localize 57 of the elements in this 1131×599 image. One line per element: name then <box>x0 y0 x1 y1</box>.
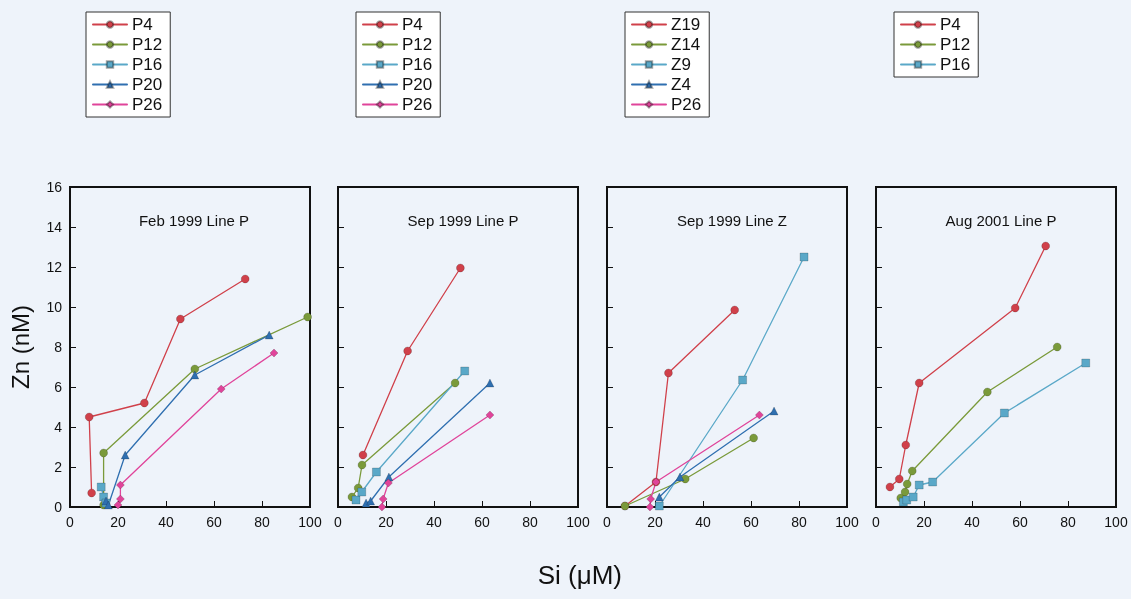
legend-label: P26 <box>671 95 702 114</box>
x-tick-label: 40 <box>158 514 174 530</box>
x-tick-label: 20 <box>110 514 126 530</box>
x-tick-label: 100 <box>835 514 859 530</box>
legend-label: P4 <box>402 15 423 34</box>
x-tick-label: 60 <box>474 514 490 530</box>
x-tick-label: 80 <box>791 514 807 530</box>
x-tick-label: 100 <box>298 514 322 530</box>
legend-label: P26 <box>132 95 163 114</box>
x-tick-label: 40 <box>695 514 711 530</box>
text: Feb 1999 Line P <box>138 212 250 229</box>
legend-label: Z19 <box>671 15 701 34</box>
y-tick-label: 10 <box>46 299 63 315</box>
x-tick-label: 40 <box>426 514 442 530</box>
text: Sep 1999 Line Z <box>676 212 788 229</box>
legend-label: P12 <box>132 35 163 54</box>
x-tick-label: 0 <box>603 514 612 530</box>
x-tick-label: 20 <box>378 514 394 530</box>
y-tick-label: 12 <box>46 259 63 275</box>
y-tick-label: 14 <box>46 219 63 235</box>
x-axis-title: Si (μM) <box>536 560 622 591</box>
legend-label: P16 <box>940 55 971 74</box>
legend-label: P4 <box>940 15 961 34</box>
legend-label: Z4 <box>671 75 691 94</box>
x-tick-label: 20 <box>916 514 932 530</box>
x-tick-label: 40 <box>964 514 980 530</box>
x-tick-label: 60 <box>743 514 759 530</box>
legend-label: P12 <box>940 35 971 54</box>
text: Sep 1999 Line P <box>407 212 519 229</box>
x-tick-label: 100 <box>566 514 590 530</box>
x-tick-label: 20 <box>647 514 663 530</box>
legend-label: P20 <box>402 75 433 94</box>
x-tick-label: 0 <box>66 514 75 530</box>
y-axis-title: Zn (nM) <box>6 305 34 389</box>
x-tick-label: 60 <box>1012 514 1028 530</box>
x-tick-label: 100 <box>1104 514 1128 530</box>
y-tick-label: 2 <box>54 459 63 475</box>
x-tick-label: 0 <box>872 514 881 530</box>
x-tick-label: 80 <box>522 514 538 530</box>
y-tick-label: 0 <box>54 499 63 515</box>
text: Aug 2001 Line P <box>945 212 1057 229</box>
y-tick-label: 6 <box>54 379 63 395</box>
legend-label: P12 <box>402 35 433 54</box>
legend-label: Z14 <box>671 35 701 54</box>
y-tick-label: 4 <box>54 419 63 435</box>
legend-label: P26 <box>402 95 433 114</box>
legend-label: P20 <box>132 75 163 94</box>
legend-label: P16 <box>132 55 163 74</box>
x-tick-label: 80 <box>1060 514 1076 530</box>
y-tick-label: 8 <box>54 339 63 355</box>
x-tick-label: 0 <box>334 514 343 530</box>
x-tick-label: 60 <box>206 514 222 530</box>
legend-label: P4 <box>132 15 153 34</box>
legend-label: P16 <box>402 55 433 74</box>
y-tick-label: 16 <box>46 179 63 195</box>
x-tick-label: 80 <box>254 514 270 530</box>
legend-label: Z9 <box>671 55 691 74</box>
